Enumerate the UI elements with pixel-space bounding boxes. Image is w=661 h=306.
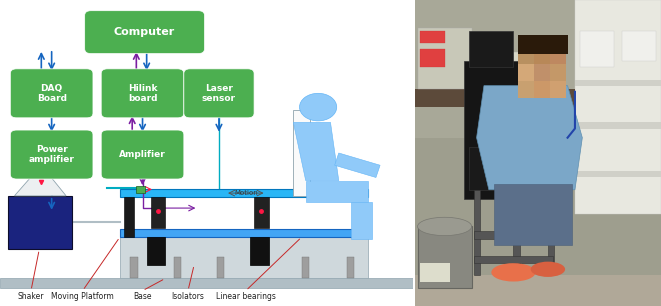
Bar [534, 47, 551, 64]
Text: Linear bearings: Linear bearings [216, 293, 276, 301]
Bar [534, 81, 551, 98]
Bar [518, 81, 534, 98]
Text: DAQ
Board: DAQ Board [36, 84, 67, 103]
Bar [551, 64, 566, 81]
Bar [120, 189, 368, 197]
FancyBboxPatch shape [101, 69, 184, 118]
Bar [124, 197, 134, 237]
Bar [575, 0, 661, 214]
Bar [534, 64, 551, 81]
Bar [548, 190, 554, 275]
Bar [293, 110, 310, 196]
FancyBboxPatch shape [11, 130, 93, 179]
Text: Motion: Motion [234, 190, 258, 196]
Bar [301, 257, 309, 278]
Bar [415, 275, 661, 306]
FancyBboxPatch shape [11, 69, 93, 118]
Bar [217, 257, 224, 278]
Bar [551, 47, 566, 64]
Polygon shape [293, 122, 339, 181]
Bar [474, 256, 553, 263]
Bar [469, 147, 563, 190]
Text: Shaker: Shaker [18, 293, 44, 301]
Bar [518, 64, 534, 81]
Bar [250, 237, 268, 265]
Bar [8, 196, 72, 249]
Ellipse shape [491, 263, 535, 282]
Bar [514, 190, 520, 275]
Bar [494, 184, 572, 245]
Polygon shape [305, 181, 368, 202]
Text: Hilink
board: Hilink board [128, 84, 157, 103]
Bar [621, 31, 656, 61]
Bar [120, 236, 368, 278]
Circle shape [299, 93, 336, 121]
Bar [474, 231, 553, 239]
Bar [518, 35, 568, 54]
Bar [420, 31, 445, 43]
Text: Isolators: Isolators [172, 293, 204, 301]
Polygon shape [334, 153, 380, 177]
Text: Amplifier: Amplifier [119, 150, 166, 159]
Bar [130, 257, 137, 278]
Bar [415, 0, 661, 138]
Bar [575, 122, 661, 129]
Bar [418, 28, 472, 89]
Bar [474, 190, 481, 275]
Polygon shape [351, 202, 371, 239]
Polygon shape [15, 165, 66, 196]
Bar [575, 80, 661, 86]
Bar [173, 257, 181, 278]
Bar [477, 52, 521, 89]
Bar [254, 197, 268, 228]
Text: Computer: Computer [114, 27, 175, 37]
Bar [575, 171, 661, 177]
Bar [469, 31, 514, 67]
Bar [464, 61, 518, 199]
Bar [420, 263, 449, 282]
Text: Laser
sensor: Laser sensor [202, 84, 236, 103]
Ellipse shape [531, 262, 565, 277]
FancyBboxPatch shape [85, 11, 204, 54]
Bar [347, 257, 354, 278]
Bar [580, 31, 614, 67]
FancyBboxPatch shape [184, 69, 254, 118]
Bar [420, 49, 445, 67]
Bar [551, 81, 566, 98]
Bar [418, 226, 472, 288]
Bar [151, 197, 165, 228]
Bar [136, 186, 145, 193]
Bar [120, 230, 368, 237]
FancyBboxPatch shape [101, 130, 184, 179]
Text: Power
amplifier: Power amplifier [28, 145, 75, 164]
Bar [518, 47, 534, 64]
Ellipse shape [418, 217, 472, 236]
Text: Moving Platform: Moving Platform [52, 293, 114, 301]
Polygon shape [477, 86, 582, 190]
Bar [147, 237, 165, 265]
Bar [0, 278, 413, 288]
Bar [415, 89, 575, 107]
Text: Base: Base [134, 293, 152, 301]
